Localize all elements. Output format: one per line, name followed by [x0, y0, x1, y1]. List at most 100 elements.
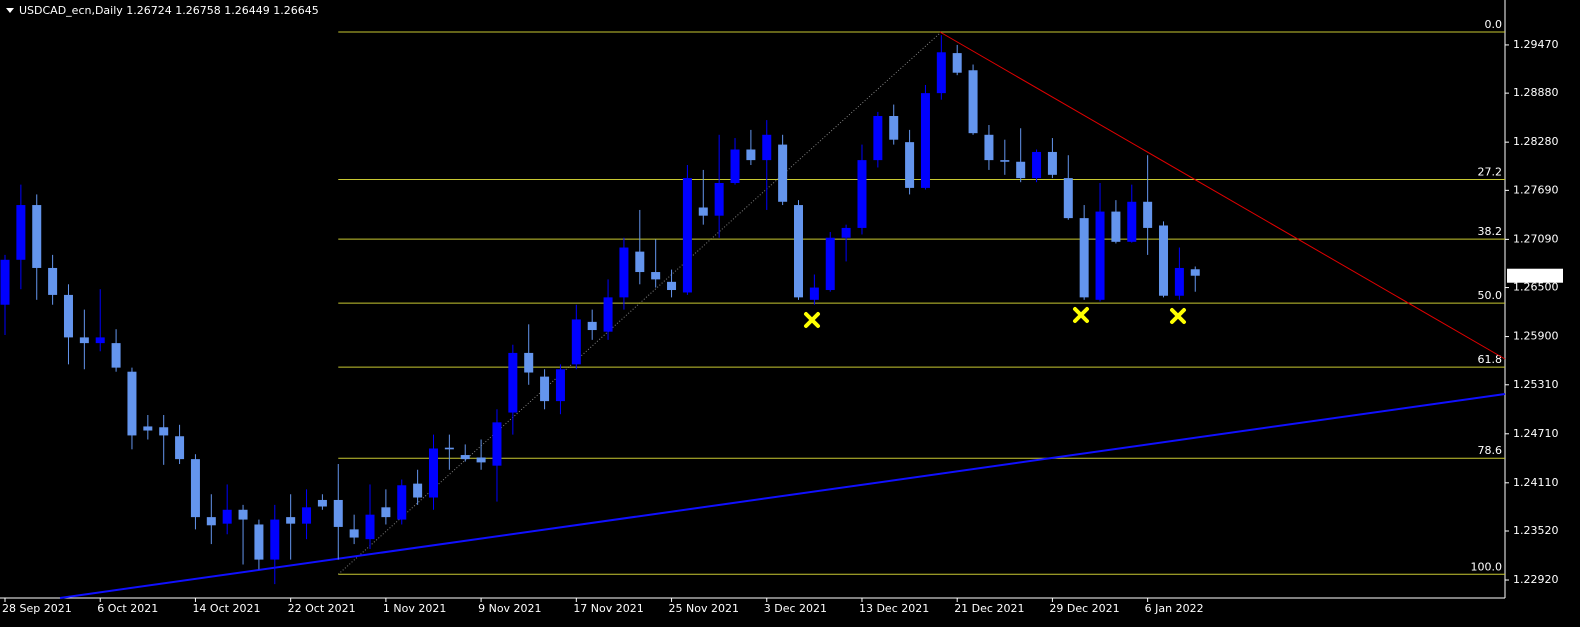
- candle-body: [175, 436, 185, 460]
- x-tick-label: 6 Oct 2021: [97, 602, 158, 615]
- y-tick-label: 1.27690: [1513, 183, 1559, 196]
- candle-body: [190, 459, 200, 518]
- candle-body: [428, 448, 438, 498]
- candle-body: [968, 70, 978, 134]
- y-tick-label: 1.23520: [1513, 524, 1559, 537]
- candle-body: [1047, 151, 1057, 175]
- candle-body: [762, 134, 772, 161]
- candle-body: [794, 205, 803, 298]
- trend-line-resistance: [939, 31, 1506, 360]
- candle-body: [95, 337, 105, 344]
- y-tick-label: 1.29470: [1513, 38, 1559, 51]
- cross-marker: [804, 312, 820, 328]
- candle-body: [317, 499, 327, 507]
- y-tick-label: 1.27090: [1513, 232, 1559, 245]
- x-tick-label: 1 Nov 2021: [383, 602, 446, 615]
- x-tick-label: 28 Sep 2021: [2, 602, 72, 615]
- candle-body: [841, 227, 851, 238]
- candle-body: [238, 509, 248, 520]
- candle-body: [1190, 269, 1200, 276]
- y-tick-label: 1.28880: [1513, 86, 1559, 99]
- y-tick-label: 1.28280: [1513, 135, 1559, 148]
- candle-body: [857, 160, 867, 228]
- candle-body: [698, 207, 708, 216]
- fib-level-label: 100.0: [1471, 560, 1503, 573]
- x-tick-label: 22 Oct 2021: [288, 602, 356, 615]
- candle-body: [365, 514, 375, 540]
- fib-level-label: 27.2: [1478, 165, 1503, 178]
- x-tick-label: 9 Nov 2021: [478, 602, 541, 615]
- candle-body: [286, 517, 296, 524]
- candle-body: [413, 483, 423, 498]
- x-tick-label: 13 Dec 2021: [859, 602, 929, 615]
- candle-body: [48, 267, 58, 295]
- candle-body: [905, 142, 915, 188]
- x-tick-label: 21 Dec 2021: [954, 602, 1024, 615]
- fib-level-label: 78.6: [1478, 444, 1503, 457]
- candle-body: [825, 237, 835, 291]
- candle-body: [1127, 201, 1137, 242]
- x-tick-label: 25 Nov 2021: [669, 602, 739, 615]
- candle-body: [492, 422, 502, 466]
- candle-body: [333, 499, 343, 527]
- candle-body: [254, 524, 264, 560]
- candle-body: [460, 455, 470, 460]
- candle-body: [159, 427, 169, 436]
- markers: [804, 307, 1186, 328]
- x-tick-label: 6 Jan 2022: [1145, 602, 1204, 615]
- chart-title: USDCAD_ecn,Daily 1.26724 1.26758 1.26449…: [19, 4, 319, 17]
- cross-marker: [1170, 308, 1186, 324]
- candle-body: [1174, 267, 1184, 296]
- candle-body: [0, 259, 10, 305]
- candle-body: [809, 287, 819, 300]
- candle-body: [349, 529, 359, 538]
- candle-body: [1032, 151, 1042, 179]
- trend-line-support: [59, 393, 1506, 599]
- candle-body: [920, 93, 930, 188]
- candle-body: [667, 281, 677, 291]
- last-price-box: [1507, 268, 1563, 283]
- fib-level-label: 50.0: [1478, 289, 1503, 302]
- candle-body: [508, 352, 518, 413]
- menu-triangle[interactable]: [6, 8, 14, 13]
- candle-body: [1111, 211, 1121, 242]
- cross-marker: [1073, 307, 1089, 323]
- y-tick-label: 1.25900: [1513, 330, 1559, 343]
- candle-body: [619, 247, 629, 298]
- candle-body: [270, 519, 280, 560]
- last-price-label: 1.26645: [1511, 269, 1557, 282]
- candle-body: [1063, 178, 1073, 219]
- candle-body: [397, 485, 407, 520]
- y-tick-label: 1.25310: [1513, 378, 1559, 391]
- x-tick-label: 29 Dec 2021: [1049, 602, 1119, 615]
- candle-body: [143, 426, 153, 431]
- fib-level-label: 61.8: [1478, 353, 1503, 366]
- candle-body: [476, 457, 486, 463]
- candle-body: [444, 447, 454, 450]
- fib-level-label: 0.0: [1485, 18, 1503, 31]
- candle-body: [746, 149, 756, 161]
- fib-level-label: 38.2: [1478, 225, 1503, 238]
- candle-body: [1000, 160, 1010, 162]
- candle-body: [555, 369, 565, 402]
- candle-body: [682, 178, 692, 293]
- candle-body: [79, 337, 89, 344]
- candle-body: [524, 352, 534, 373]
- y-tick-label: 1.24710: [1513, 427, 1559, 440]
- candle-body: [1143, 201, 1153, 228]
- candle-body: [873, 116, 883, 161]
- candle-body: [889, 116, 899, 140]
- candle-body: [16, 205, 26, 260]
- candle-body: [127, 371, 137, 436]
- candle-body: [651, 272, 661, 280]
- candle-body: [952, 53, 962, 73]
- candles: [0, 35, 1200, 585]
- y-tick-label: 1.22920: [1513, 573, 1559, 586]
- candle-body: [587, 321, 597, 331]
- candle-body: [222, 509, 232, 524]
- candle-body: [936, 52, 946, 94]
- candle-body: [571, 319, 581, 365]
- candle-body: [381, 507, 391, 518]
